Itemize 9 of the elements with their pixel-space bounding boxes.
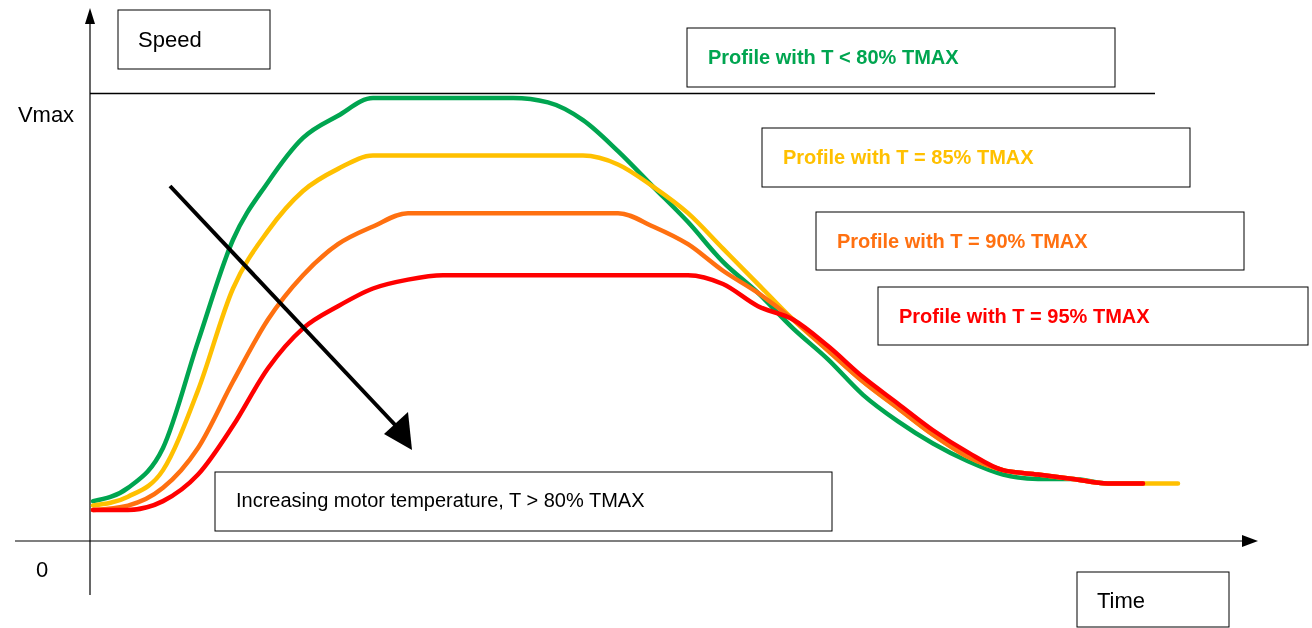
text: Profile with T = 90% TMAX <box>837 230 1089 252</box>
annotation: Increasing motor temperature, T > 80% TMAX <box>236 489 645 511</box>
text: 0 <box>35 557 49 582</box>
y-axis-title: Speed <box>138 27 202 52</box>
text: Profile with T = 85% TMAX <box>783 146 1035 168</box>
ref-line-label: Vmax <box>17 101 75 127</box>
text: Profile with T = 95% TMAX <box>899 305 1151 327</box>
text: Profile with T < 80% TMAX <box>708 46 960 68</box>
x-axis-title: Time <box>1097 588 1146 613</box>
